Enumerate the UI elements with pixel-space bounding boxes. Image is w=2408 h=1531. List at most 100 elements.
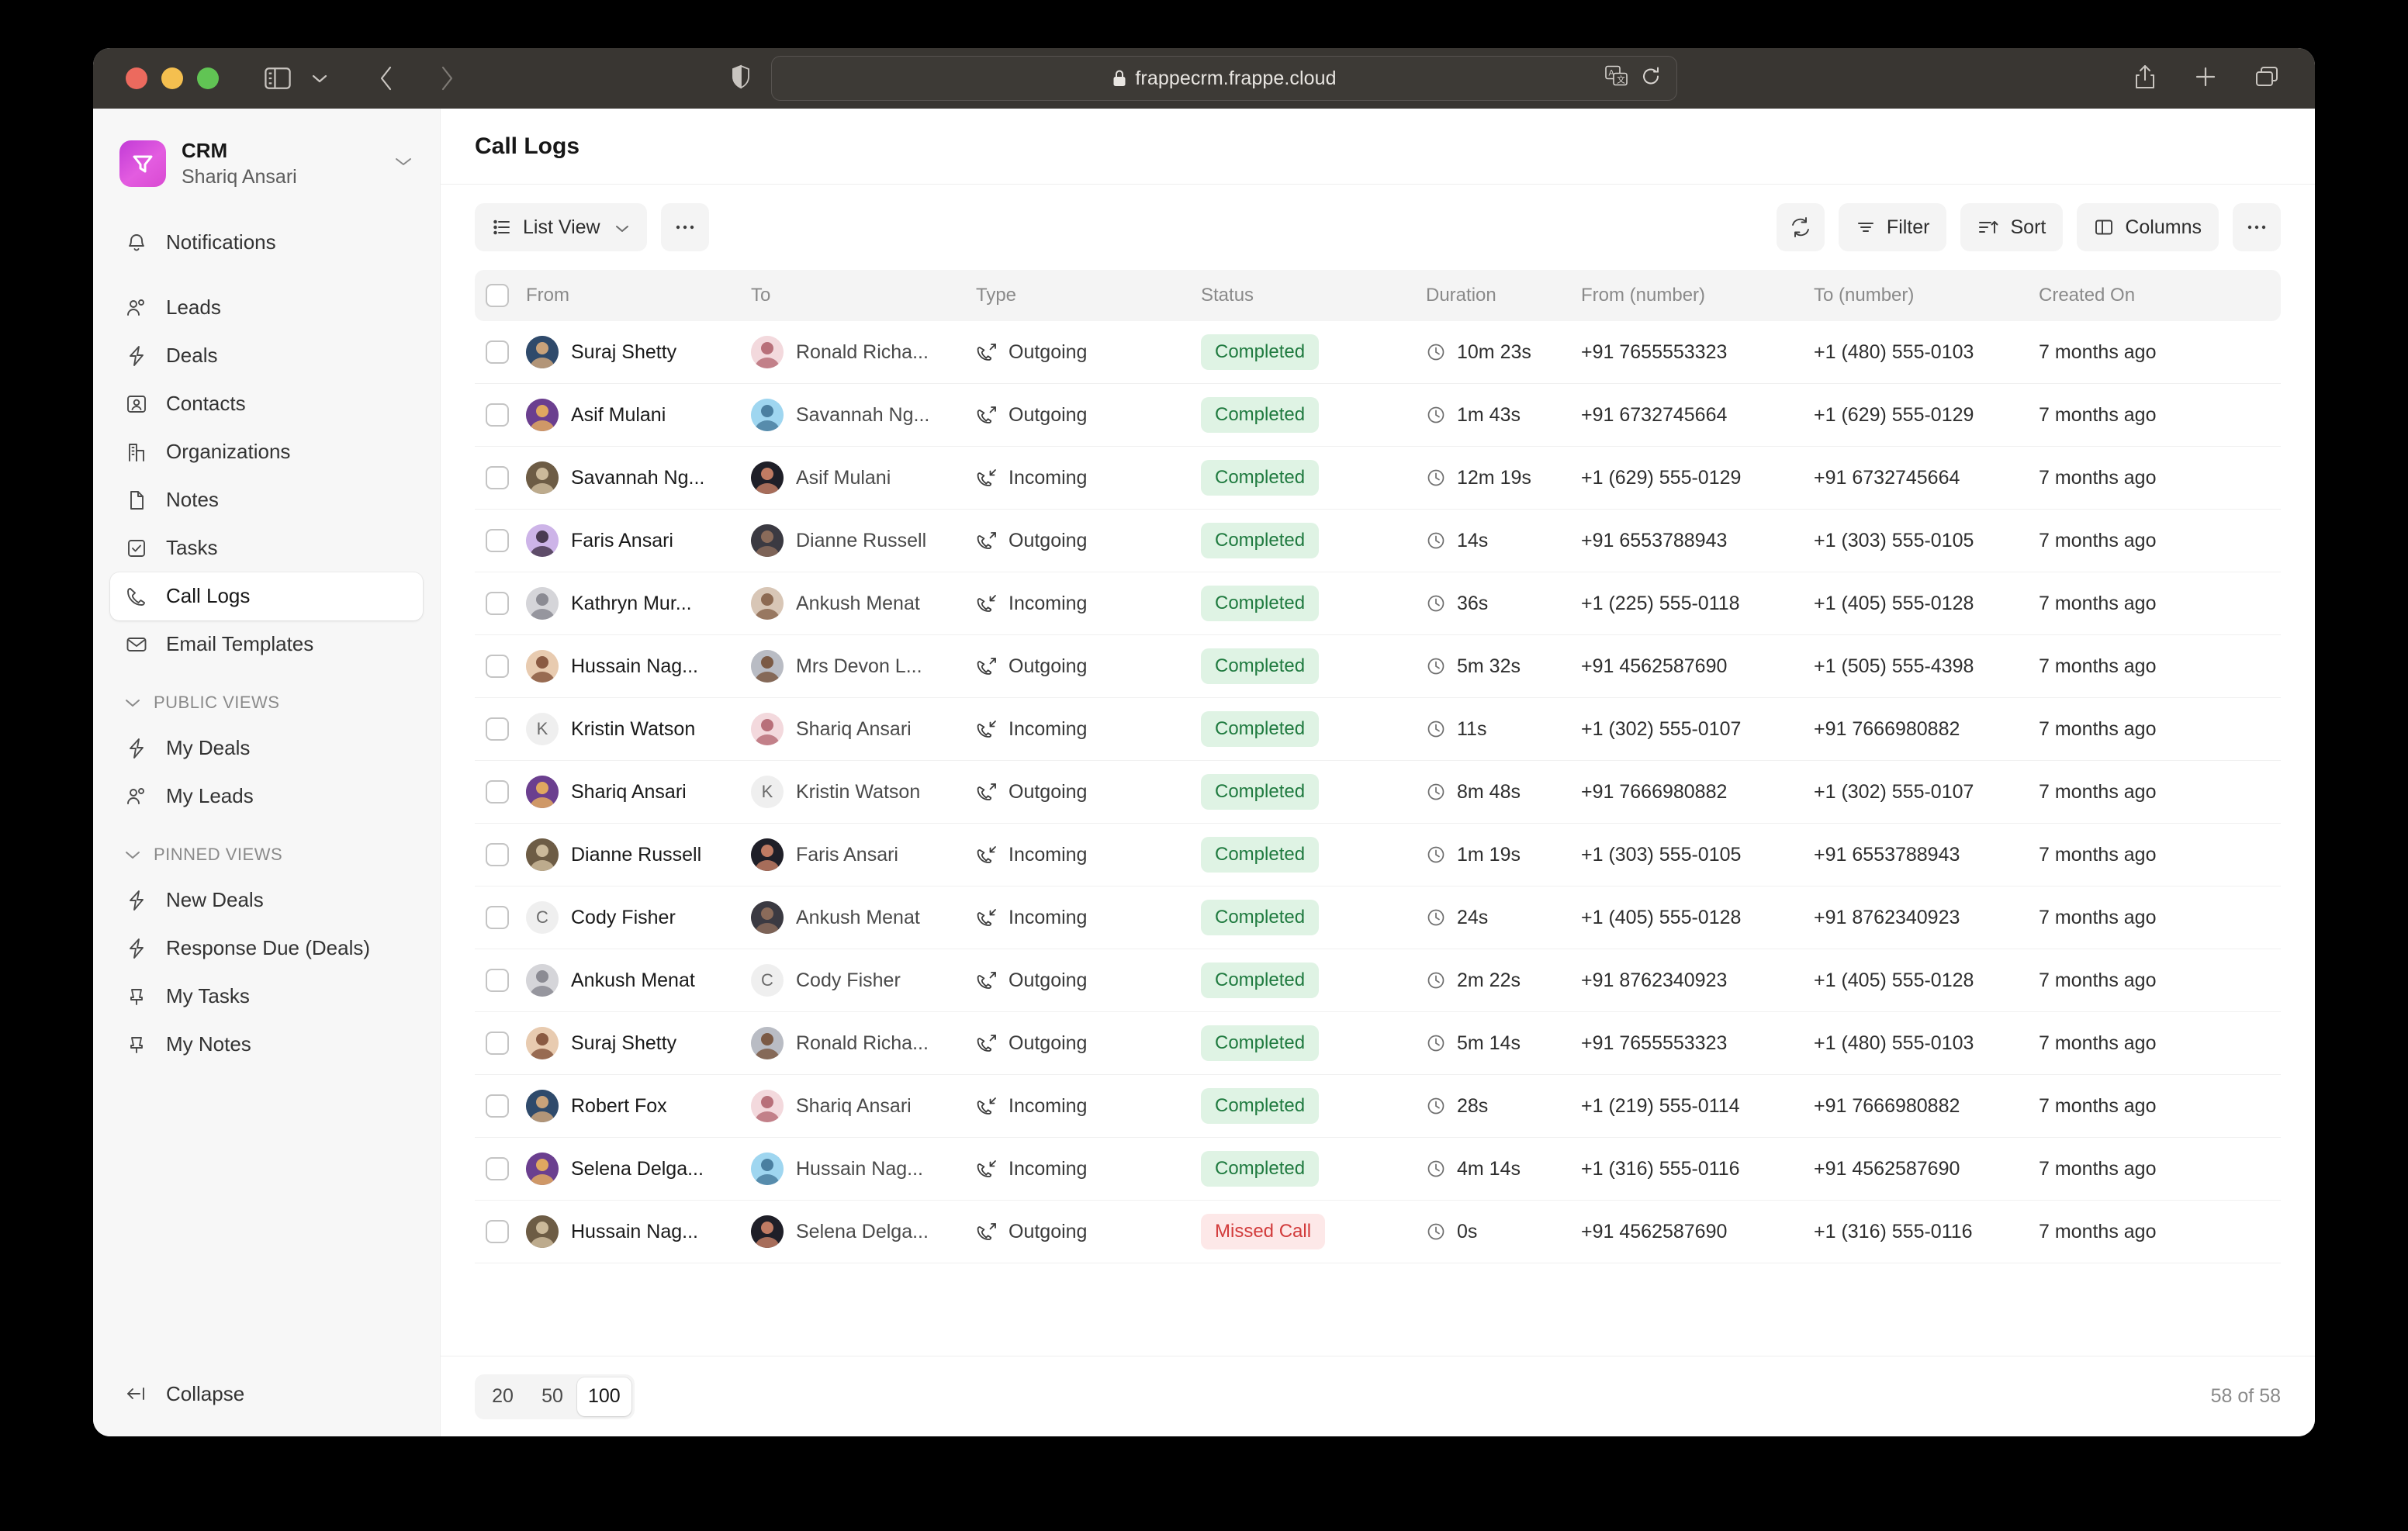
table-row[interactable]: Asif Mulani Savannah Ng... Outgoing Complet… — [475, 384, 2281, 447]
sidebar-item-contacts[interactable]: Contacts — [110, 380, 423, 428]
table-row[interactable]: Dianne Russell Faris Ansari Incoming Comple… — [475, 824, 2281, 886]
table-row[interactable]: Faris Ansari Dianne Russell Outgoing Comple… — [475, 510, 2281, 572]
sidebar-item-deals[interactable]: Deals — [110, 332, 423, 380]
filter-button[interactable]: Filter — [1838, 203, 1947, 251]
privacy-shield-icon[interactable] — [731, 64, 751, 93]
column-header-to-number[interactable]: To (number) — [1814, 285, 1915, 306]
checkbox-icon[interactable] — [486, 1094, 509, 1118]
checkbox-icon[interactable] — [486, 843, 509, 866]
table-row[interactable]: C Cody Fisher Ankush Menat Incoming Complete… — [475, 886, 2281, 949]
more-options-button[interactable] — [2233, 203, 2281, 251]
checkbox-icon[interactable] — [486, 403, 509, 427]
row-checkbox[interactable] — [475, 403, 526, 427]
sidebar-item-response-due-deals[interactable]: Response Due (Deals) — [110, 924, 423, 973]
table-row[interactable]: Hussain Nag... Selena Delga... Outgoing Mis… — [475, 1201, 2281, 1263]
row-checkbox[interactable] — [475, 717, 526, 741]
row-checkbox[interactable] — [475, 969, 526, 992]
row-checkbox[interactable] — [475, 592, 526, 615]
row-checkbox[interactable] — [475, 1220, 526, 1243]
sidebar-item-notifications[interactable]: Notifications — [110, 219, 423, 267]
checkbox-icon[interactable] — [486, 969, 509, 992]
sort-button[interactable]: Sort — [1960, 203, 2064, 251]
columns-button[interactable]: Columns — [2077, 203, 2219, 251]
sidebar-item-call-logs[interactable]: Call Logs — [110, 572, 423, 620]
chevron-down-icon[interactable] — [303, 61, 337, 95]
table-row[interactable]: Selena Delga... Hussain Nag... Incoming Com… — [475, 1138, 2281, 1201]
table-row[interactable]: Hussain Nag... Mrs Devon L... Outgoing Comp… — [475, 635, 2281, 698]
table-row[interactable]: Suraj Shetty Ronald Richa... Outgoing Compl… — [475, 321, 2281, 384]
collapse-sidebar-button[interactable]: Collapse — [110, 1370, 423, 1418]
sidebar-item-my-notes[interactable]: My Notes — [110, 1021, 423, 1069]
column-header-created-on[interactable]: Created On — [2039, 285, 2136, 306]
column-header-duration[interactable]: Duration — [1426, 285, 1496, 306]
row-checkbox[interactable] — [475, 1157, 526, 1180]
pinned-views-header[interactable]: PINNED VIEWS — [110, 833, 423, 876]
checkbox-icon[interactable] — [486, 1157, 509, 1180]
tab-overview-icon[interactable] — [2254, 65, 2279, 92]
window-controls[interactable] — [126, 67, 219, 89]
url-input[interactable]: frappecrm.frappe.cloud A 文 — [771, 56, 1677, 101]
reload-icon[interactable] — [1641, 66, 1661, 92]
sidebar-item-new-deals[interactable]: New Deals — [110, 876, 423, 924]
sidebar-item-my-leads[interactable]: My Leads — [110, 772, 423, 821]
checkbox-icon[interactable] — [486, 780, 509, 804]
table-row[interactable]: Ankush Menat C Cody Fisher Outgoing Complete… — [475, 949, 2281, 1012]
sidebar-item-organizations[interactable]: Organizations — [110, 428, 423, 476]
workspace-switcher[interactable]: CRM Shariq Ansari — [110, 129, 423, 199]
chevron-down-icon[interactable] — [393, 155, 413, 171]
column-header-type[interactable]: Type — [976, 285, 1017, 306]
select-all-checkbox[interactable] — [475, 284, 526, 307]
page-size-100[interactable]: 100 — [577, 1377, 631, 1416]
checkbox-icon[interactable] — [486, 906, 509, 929]
view-selector-button[interactable]: List View — [475, 203, 647, 251]
row-checkbox[interactable] — [475, 655, 526, 678]
share-icon[interactable] — [2133, 64, 2157, 94]
checkbox-icon[interactable] — [486, 529, 509, 552]
row-checkbox[interactable] — [475, 1032, 526, 1055]
sidebar-toggle-icon[interactable] — [261, 61, 295, 95]
close-window-button[interactable] — [126, 67, 147, 89]
table-row[interactable]: K Kristin Watson Shariq Ansari Incoming Comp… — [475, 698, 2281, 761]
checkbox-icon[interactable] — [486, 1032, 509, 1055]
column-header-status[interactable]: Status — [1201, 285, 1254, 306]
sidebar-item-leads[interactable]: Leads — [110, 284, 423, 332]
checkbox-icon[interactable] — [486, 655, 509, 678]
row-checkbox[interactable] — [475, 466, 526, 489]
checkbox-icon[interactable] — [486, 466, 509, 489]
view-more-button[interactable] — [660, 203, 709, 251]
row-checkbox[interactable] — [475, 906, 526, 929]
table-row[interactable]: Shariq Ansari K Kristin Watson Outgoing Comp… — [475, 761, 2281, 824]
table-row[interactable]: Kathryn Mur... Ankush Menat Incoming Comple… — [475, 572, 2281, 635]
sidebar-item-my-tasks[interactable]: My Tasks — [110, 973, 423, 1021]
plus-icon[interactable] — [2194, 65, 2217, 92]
row-checkbox[interactable] — [475, 1094, 526, 1118]
sidebar-item-email-templates[interactable]: Email Templates — [110, 620, 423, 669]
sidebar-item-tasks[interactable]: Tasks — [110, 524, 423, 572]
row-checkbox[interactable] — [475, 843, 526, 866]
page-size-selector[interactable]: 20 50 100 — [475, 1374, 635, 1419]
maximize-window-button[interactable] — [197, 67, 219, 89]
checkbox-icon[interactable] — [486, 717, 509, 741]
checkbox-icon[interactable] — [486, 340, 509, 364]
sidebar-item-notes[interactable]: Notes — [110, 476, 423, 524]
forward-arrow-icon[interactable] — [430, 61, 464, 95]
checkbox-icon[interactable] — [486, 1220, 509, 1243]
refresh-button[interactable] — [1776, 203, 1825, 251]
checkbox-icon[interactable] — [486, 592, 509, 615]
column-header-from-number[interactable]: From (number) — [1581, 285, 1706, 306]
public-views-header[interactable]: PUBLIC VIEWS — [110, 681, 423, 724]
table-row[interactable]: Robert Fox Shariq Ansari Incoming Completed… — [475, 1075, 2281, 1138]
translate-icon[interactable]: A 文 — [1605, 65, 1628, 92]
page-size-20[interactable]: 20 — [492, 1385, 514, 1407]
table-row[interactable]: Savannah Ng... Asif Mulani Incoming Complet… — [475, 447, 2281, 510]
minimize-window-button[interactable] — [161, 67, 183, 89]
column-header-to[interactable]: To — [751, 285, 771, 306]
back-arrow-icon[interactable] — [369, 61, 403, 95]
sidebar-item-my-deals[interactable]: My Deals — [110, 724, 423, 772]
row-checkbox[interactable] — [475, 529, 526, 552]
table-row[interactable]: Suraj Shetty Ronald Richa... Outgoing Compl… — [475, 1012, 2281, 1075]
row-checkbox[interactable] — [475, 780, 526, 804]
column-header-from[interactable]: From — [526, 285, 569, 306]
row-checkbox[interactable] — [475, 340, 526, 364]
page-size-50[interactable]: 50 — [541, 1385, 563, 1407]
